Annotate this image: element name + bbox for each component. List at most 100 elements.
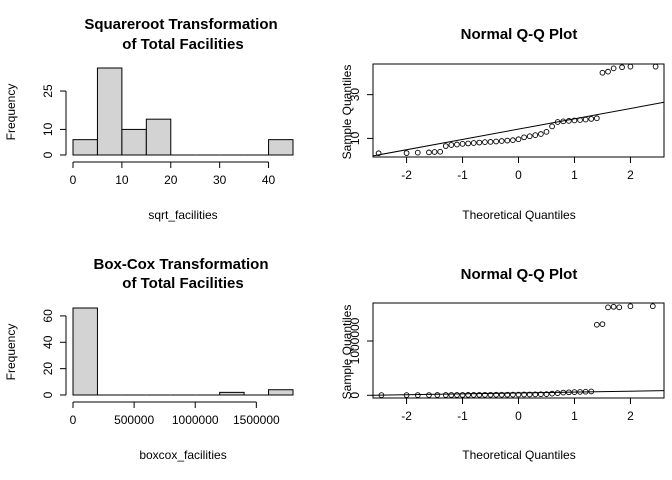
qq-point [627,303,634,310]
x-tick-label: 20 [164,173,178,187]
y-axis-label: Frequency [4,324,18,381]
x-tick-label: 1 [571,168,578,182]
qq-point [560,389,567,396]
qq-point [476,139,483,146]
qq-point [521,134,527,141]
histogram-bar [268,139,294,156]
qq-point [414,392,421,398]
qq-point [532,132,539,138]
y-tick-label: 1000000 [348,317,362,364]
chart-title-line-1: Squareroot Transformation [84,16,277,33]
qq-point [571,117,578,124]
qq-point [498,138,505,144]
y-tick-label: 25 [41,84,55,98]
histogram-bar [268,389,294,396]
qq-point [577,117,583,123]
qq-point [470,140,477,146]
y-axis: 10 30 [348,88,374,145]
y-tick-label: 30 [348,88,362,102]
histogram-bar [121,128,147,156]
qq-point [619,64,625,71]
y-axis-label: Frequency [4,84,18,141]
qq-point [470,392,477,398]
x-tick-label: -1 [457,168,468,182]
x-tick-label: 10 [115,173,129,187]
qq-point [459,141,466,147]
qq-point [593,115,600,122]
qq-point [627,63,634,70]
x-tick-label: 0 [515,168,522,182]
qq-point [515,391,522,398]
x-tick-label: 30 [213,173,227,187]
qq-point [566,118,572,124]
qq-point [515,136,522,143]
x-axis-label: sqrt_facilities [148,208,217,222]
histogram-bars [72,67,294,156]
qq-point [543,391,550,397]
x-tick-label: 0 [70,413,77,427]
y-axis: 0 20 40 60 [41,309,67,398]
qq-point [652,63,659,70]
y-tick-label: 0 [41,391,55,398]
qq-point [426,149,432,156]
qq-point [403,392,410,398]
chart-title: Normal Q-Q Plot [461,26,578,43]
x-tick-label: 1000000 [172,413,219,427]
panel-sqrt-histogram: Squareroot Transformation of Total Facil… [4,16,294,222]
qq-point [476,392,483,398]
qq-point [510,391,516,398]
qq-point [582,116,589,123]
qq-point [571,389,578,395]
qq-point [526,133,533,140]
x-tick-label: 1 [571,409,578,423]
y-tick-label: 40 [41,335,55,349]
qq-point [375,150,382,157]
y-axis: 0 10 25 [41,84,67,158]
qq-point [582,388,589,395]
qq-point [498,391,505,398]
qq-point [442,392,449,398]
sample-points [375,63,659,157]
qq-point [532,391,539,398]
x-axis: 0 500000 1000000 1500000 [70,401,280,427]
qq-point [605,304,611,311]
y-tick-label: 10 [348,131,362,145]
x-tick-label: -2 [401,168,412,182]
x-tick-label: 0 [515,409,522,423]
y-tick-label: 20 [41,362,55,376]
y-tick-label: 0 [348,392,362,399]
qq-point [538,391,544,398]
qq-point [588,116,595,122]
qq-point [521,391,527,398]
qq-point [504,137,511,144]
qq-point [465,140,471,147]
qq-point [459,392,466,398]
qq-reference-line [372,390,665,396]
qq-point [487,139,494,145]
qq-point [605,68,611,75]
qq-point [616,304,623,311]
x-tick-label: 1500000 [233,413,280,427]
qq-point [487,391,494,398]
reference-line [372,390,665,396]
qq-point [378,392,385,398]
panel-boxcox-histogram: Box-Cox Transformation of Total Faciliti… [4,256,294,462]
chart-title-line-1: Box-Cox Transformation [93,256,268,273]
qq-point [566,389,572,396]
qq-point [554,119,561,125]
qq-point [482,139,488,145]
qq-point [610,303,617,310]
y-tick-label: 0 [41,151,55,158]
qq-point [448,142,455,148]
qq-point [549,123,555,130]
x-tick-label: -1 [457,409,468,423]
x-tick-label: -2 [401,409,412,423]
qq-point [610,65,617,72]
x-tick-label: 40 [262,173,276,187]
x-tick-label: 2 [627,409,634,423]
qq-point [538,131,544,137]
x-axis: -2 -1 0 1 2 [401,397,634,423]
x-axis-label: boxcox_facilities [139,448,226,462]
qq-point [437,148,444,155]
qq-reference-line [372,101,665,157]
